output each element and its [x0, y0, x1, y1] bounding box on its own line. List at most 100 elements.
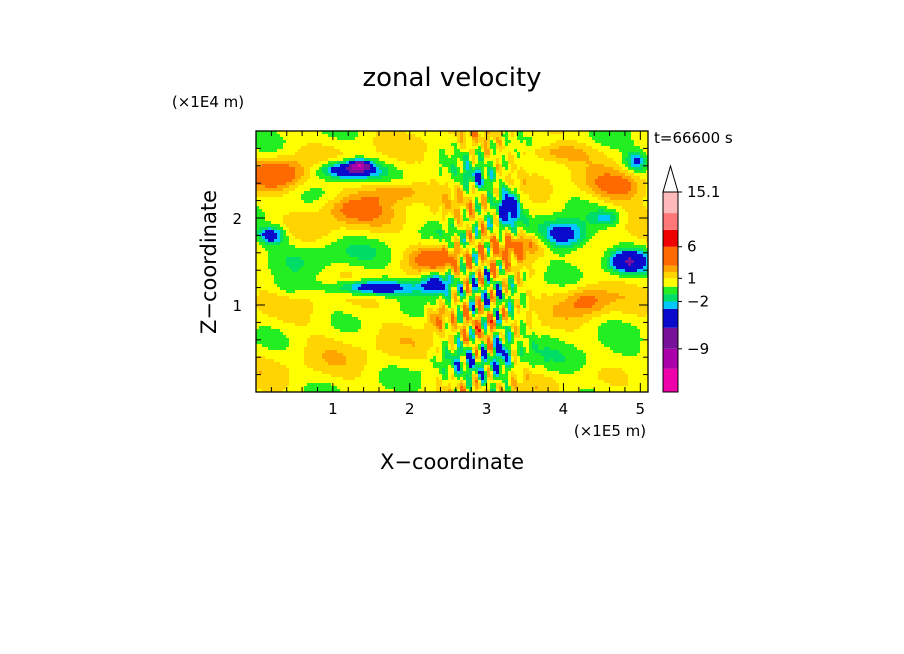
field-cell — [388, 194, 392, 198]
field-cell — [493, 203, 497, 207]
field-cell — [475, 161, 479, 165]
field-cell — [397, 188, 401, 192]
field-cell — [448, 137, 452, 141]
field-cell — [532, 140, 536, 144]
field-cell — [517, 170, 521, 174]
field-cell — [340, 221, 344, 225]
field-cell — [478, 170, 482, 174]
field-cell — [301, 149, 305, 153]
field-cell — [466, 194, 470, 198]
field-cell — [565, 239, 569, 243]
field-cell — [436, 179, 440, 183]
field-cell — [460, 164, 464, 168]
field-cell — [532, 188, 536, 192]
field-cell — [394, 194, 398, 198]
field-cell — [265, 173, 269, 177]
field-cell — [451, 179, 455, 183]
field-cell — [313, 221, 317, 225]
field-cell — [295, 134, 299, 138]
field-cell — [370, 194, 374, 198]
field-cell — [355, 194, 359, 198]
field-cell — [568, 200, 572, 204]
field-cell — [586, 146, 590, 150]
field-cell — [373, 170, 377, 174]
field-cell — [340, 239, 344, 243]
field-cell — [493, 212, 497, 216]
field-cell — [436, 212, 440, 216]
field-cell — [364, 137, 368, 141]
field-cell — [625, 212, 629, 216]
field-cell — [340, 158, 344, 162]
field-cell — [349, 212, 353, 216]
field-cell — [619, 173, 623, 177]
field-cell — [262, 158, 266, 162]
field-cell — [460, 137, 464, 141]
field-cell — [529, 167, 533, 171]
field-cell — [328, 200, 332, 204]
field-cell — [310, 224, 314, 228]
field-cell — [319, 140, 323, 144]
field-cell — [265, 233, 269, 237]
field-cell — [280, 170, 284, 174]
field-cell — [382, 185, 386, 189]
field-cell — [520, 140, 524, 144]
field-cell — [265, 245, 269, 249]
field-cell — [397, 131, 401, 135]
field-cell — [592, 218, 596, 222]
field-cell — [295, 203, 299, 207]
field-cell — [352, 212, 356, 216]
field-cell — [448, 143, 452, 147]
field-cell — [496, 191, 500, 195]
field-cell — [283, 221, 287, 225]
field-cell — [295, 155, 299, 159]
field-cell — [526, 200, 530, 204]
field-cell — [457, 167, 461, 171]
field-cell — [520, 185, 524, 189]
field-cell — [412, 155, 416, 159]
field-cell — [271, 182, 275, 186]
field-cell — [586, 155, 590, 159]
field-cell — [580, 167, 584, 171]
field-cell — [574, 173, 578, 177]
field-cell — [616, 212, 620, 216]
field-cell — [499, 173, 503, 177]
field-cell — [619, 140, 623, 144]
field-cell — [343, 218, 347, 222]
field-cell — [574, 218, 578, 222]
field-cell — [574, 200, 578, 204]
field-cell — [400, 218, 404, 222]
field-cell — [469, 206, 473, 210]
field-cell — [292, 155, 296, 159]
field-cell — [553, 203, 557, 207]
field-cell — [442, 140, 446, 144]
field-cell — [301, 188, 305, 192]
field-cell — [643, 227, 647, 231]
field-cell — [616, 170, 620, 174]
field-cell — [256, 155, 260, 159]
field-cell — [523, 212, 527, 216]
field-cell — [319, 191, 323, 195]
field-cell — [634, 233, 638, 237]
field-cell — [286, 149, 290, 153]
field-cell — [265, 242, 269, 246]
field-cell — [475, 230, 479, 234]
field-cell — [277, 134, 281, 138]
field-cell — [544, 224, 548, 228]
field-cell — [364, 239, 368, 243]
field-cell — [595, 152, 599, 156]
field-cell — [280, 209, 284, 213]
field-cell — [607, 140, 611, 144]
field-cell — [502, 212, 506, 216]
field-cell — [538, 176, 542, 180]
field-cell — [271, 167, 275, 171]
field-cell — [610, 203, 614, 207]
field-cell — [538, 188, 542, 192]
field-cell — [331, 170, 335, 174]
field-cell — [523, 170, 527, 174]
field-cell — [376, 191, 380, 195]
field-cell — [400, 134, 404, 138]
field-cell — [277, 182, 281, 186]
field-cell — [391, 164, 395, 168]
field-cell — [508, 161, 512, 165]
field-cell — [619, 203, 623, 207]
